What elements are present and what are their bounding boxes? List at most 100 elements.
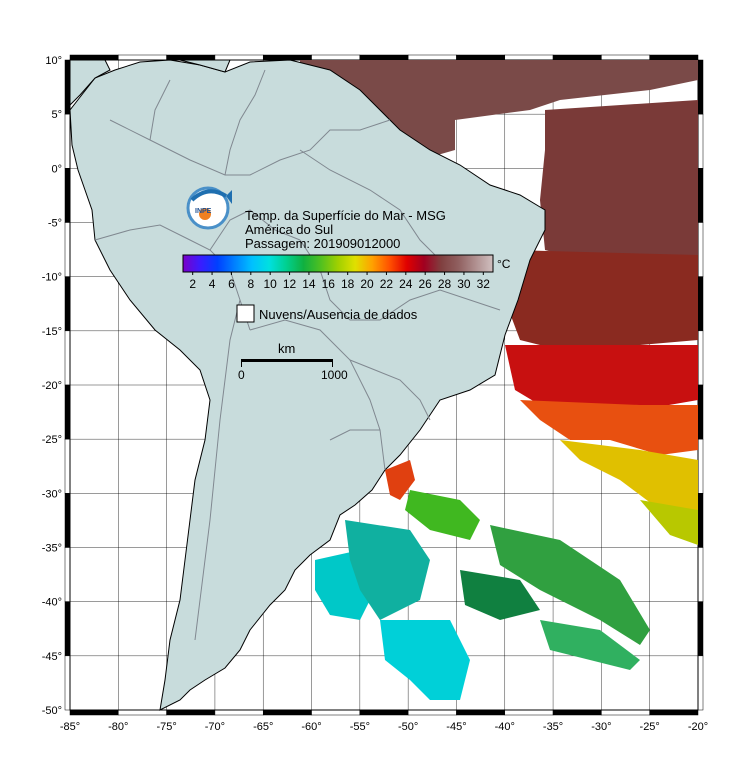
lat-tick-label: -45°	[42, 651, 62, 663]
frame-segment	[118, 54, 167, 61]
frame-segment	[359, 54, 409, 61]
title-line-1: Temp. da Superfície do Mar - MSG	[245, 208, 446, 223]
sst-region-cyan-south	[380, 620, 470, 700]
frame-segment	[697, 384, 704, 440]
scale-bar-line	[241, 359, 333, 362]
sst-region-orange	[520, 400, 698, 455]
colorbar-tick-label: 12	[283, 277, 297, 291]
clouds-legend-swatch	[236, 304, 255, 323]
colorbar-tick-label: 2	[189, 277, 196, 291]
lon-tick-label: -60°	[301, 721, 321, 733]
lon-tick-label: -50°	[398, 721, 418, 733]
lat-tick-label: 5°	[51, 109, 62, 121]
sst-region-red	[505, 345, 698, 410]
temperature-colorbar: 2 4 6 8 10 12 14 16 18 20 22 24 26 28 30 32°C	[182, 254, 511, 291]
colorbar-tick-label: 32	[477, 277, 491, 291]
frame-segment	[214, 54, 264, 61]
lat-tick-label: -40°	[42, 597, 62, 609]
sst-region-south-green	[405, 490, 480, 540]
frame-segment	[552, 709, 602, 716]
frame-segment	[69, 709, 119, 716]
colorbar-tick-label: 26	[419, 277, 433, 291]
frame-segment	[697, 655, 704, 711]
frame-segment	[504, 54, 554, 61]
colorbar-tick-label: 4	[209, 277, 216, 291]
lon-tick-label: -85°	[60, 721, 80, 733]
frame-segment	[649, 709, 699, 716]
lat-tick-label: -50°	[42, 705, 62, 717]
frame-segment	[407, 709, 457, 716]
frame-segment	[697, 330, 704, 386]
frame-segment	[456, 709, 506, 716]
lat-tick-label: -30°	[42, 488, 62, 500]
lon-tick-label: -75°	[156, 721, 176, 733]
frame-segment	[262, 709, 312, 716]
lon-tick-label: -65°	[253, 721, 273, 733]
frame-segment	[64, 222, 71, 277]
central-america-land	[69, 59, 111, 107]
lon-tick-label: -80°	[108, 721, 128, 733]
sst-data-layer	[300, 60, 698, 700]
south-america-land	[69, 59, 546, 711]
scale-end: 1000	[321, 368, 348, 382]
caribbean-land	[179, 59, 231, 73]
colorbar-gradient	[182, 254, 494, 273]
scale-tick-end	[332, 359, 333, 367]
frame-segment	[697, 547, 704, 602]
colorbar-tick-label: 30	[457, 277, 471, 291]
colorbar-tick-label: 16	[322, 277, 336, 291]
frame-segment	[697, 59, 704, 115]
lat-tick-label: 10°	[45, 55, 62, 67]
frame-segment	[311, 54, 361, 61]
frame-segment	[69, 54, 119, 61]
sst-region-green-south	[540, 620, 640, 670]
frame-segment	[262, 54, 312, 61]
sst-region-plata	[385, 460, 415, 500]
frame-segment	[64, 59, 71, 115]
clouds-legend: Nuvens/Ausencia de dados	[236, 304, 418, 323]
colorbar-tick-label: 24	[399, 277, 413, 291]
frame-segment	[601, 709, 650, 716]
scale-unit: km	[278, 341, 295, 356]
frame-segment	[64, 113, 71, 169]
frame-segment	[64, 547, 71, 602]
frame-segment	[407, 54, 457, 61]
sst-region-darkgreen	[460, 570, 540, 620]
logo-text: INPE	[195, 208, 212, 215]
frame-segment	[64, 384, 71, 440]
colorbar-tick-label: 28	[438, 277, 452, 291]
colorbar-unit: °C	[497, 257, 511, 271]
lat-tick-label: -5°	[48, 218, 62, 230]
frame-segment	[552, 54, 602, 61]
frame-segment	[697, 276, 704, 332]
lon-tick-label: -20°	[688, 721, 708, 733]
scale-tick-start	[241, 359, 242, 367]
sst-region-green-band	[490, 525, 650, 645]
frame-segment	[697, 113, 704, 169]
colorbar-tick-label: 14	[302, 277, 316, 291]
frame-segment	[504, 709, 554, 716]
frame-segment	[166, 54, 216, 61]
sst-region-teal-mid	[345, 520, 430, 620]
lat-tick-label: -25°	[42, 434, 62, 446]
frame-segment	[64, 168, 71, 223]
colorbar-tick-label: 8	[247, 277, 254, 291]
lat-tick-label: -20°	[42, 380, 62, 392]
map-title: Temp. da Superfície do Mar - MSG América…	[245, 208, 446, 251]
sst-region-east-brown	[505, 250, 698, 350]
frame-segment	[311, 709, 361, 716]
lon-tick-label: -70°	[205, 721, 225, 733]
title-line-3: Passagem: 201909012000	[245, 236, 400, 251]
colorbar-tick-label: 18	[341, 277, 355, 291]
frame-segment	[64, 493, 71, 548]
colorbar-tick-label: 20	[360, 277, 374, 291]
frame-segment	[697, 601, 704, 657]
frame-segment	[359, 709, 409, 716]
frame-segment	[64, 655, 71, 711]
land-layer	[69, 59, 546, 711]
lon-tick-label: -40°	[495, 721, 515, 733]
lon-tick-label: -35°	[543, 721, 563, 733]
lat-tick-label: -10°	[42, 272, 62, 284]
inpe-logo: INPE	[186, 186, 232, 230]
